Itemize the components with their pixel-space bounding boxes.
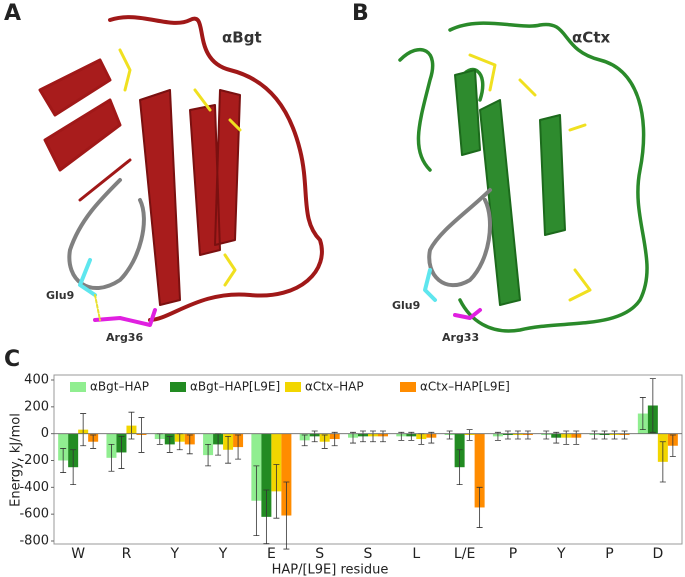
x-tick-label: R [122,546,132,562]
x-tick-label: W [71,546,85,562]
error-bar [186,434,193,455]
bar [261,433,272,517]
x-tick-label: P [605,546,613,562]
x-tick-label: S [315,546,324,562]
error-bar [301,434,308,447]
error-bar [639,397,646,431]
bar [281,433,292,516]
error-bar [128,411,135,440]
y-tick-label: -600 [19,507,49,522]
error-bar [331,431,338,447]
error-bar [669,434,676,457]
protein-structure-b [398,21,649,333]
x-axis-label: HAP/[L9E] residue [272,563,389,577]
error-bar [350,431,356,444]
panel-title: αBgt [222,29,262,47]
error-bar [524,430,531,440]
error-bar [70,449,77,486]
error-bar [504,430,511,440]
error-bar [118,435,125,469]
panel-label: A [4,1,21,26]
error-bar [621,430,628,440]
error-bar [446,430,453,440]
x-tick-label: S [364,546,373,562]
bar [474,433,485,508]
error-bar [553,431,560,444]
x-tick-label: L/E [454,546,475,562]
annotation: Arg36 [106,331,143,344]
y-tick-label: 200 [24,399,49,414]
x-tick-label: P [509,546,517,562]
error-bar [611,430,618,440]
error-bar [108,444,115,472]
annotation: Arg33 [442,331,479,344]
legend-swatch [285,382,301,392]
y-tick-label: -800 [19,534,49,549]
legend-swatch [70,382,86,392]
error-bar [80,413,87,447]
legend-swatch [400,382,416,392]
error-bar [138,417,145,453]
protein-structure-a [38,15,324,327]
x-tick-label: E [267,546,276,562]
legend-label: αBgt–HAP[L9E] [190,380,280,394]
x-tick-label: Y [556,546,566,562]
x-tick-label: D [652,546,663,562]
error-bar [476,486,483,528]
y-tick-label: -400 [19,480,49,495]
error-bar [263,489,270,545]
y-tick-label: -200 [19,453,49,468]
error-bar [466,429,473,441]
bar [271,433,282,492]
error-bar [601,430,608,440]
panel-label: C [4,347,20,372]
error-bar [456,449,463,486]
error-bar [649,378,656,433]
legend-label: αCtx–HAP [305,380,364,394]
y-tick-label: 0 [41,426,49,441]
error-bar [321,434,328,449]
y-axis-label: Energy, kJ/mol [9,413,24,507]
error-bar [370,430,376,443]
error-bar [659,441,666,483]
error-bar [514,430,521,440]
y-tick-label: 400 [24,373,49,388]
panel-title: αCtx [572,29,610,47]
error-bar [311,430,318,443]
legend-label: αCtx–HAP[L9E] [420,380,510,394]
error-bar [205,444,212,467]
error-bar [360,430,366,443]
error-bar [273,464,280,519]
error-bar [235,434,242,460]
error-bar [428,431,435,444]
error-bar [543,430,550,440]
error-bar [283,481,290,550]
plot-frame [53,374,683,545]
legend-label: αBgt–HAP [90,380,149,394]
error-bar [380,430,386,443]
error-bar [253,465,260,537]
error-bar [166,435,173,453]
error-bar [90,434,97,449]
annotation: Glu9 [46,289,74,302]
panel-label: B [352,1,369,26]
bar [58,433,69,461]
error-bar [60,448,67,473]
x-tick-label: Y [218,546,228,562]
error-bar [563,430,570,445]
error-bar [591,430,598,440]
x-tick-label: Y [169,546,179,562]
x-tick-label: L [412,546,420,562]
legend-swatch [170,382,186,392]
error-bar [225,435,232,464]
annotation: Glu9 [392,299,420,312]
error-bar [573,430,580,445]
